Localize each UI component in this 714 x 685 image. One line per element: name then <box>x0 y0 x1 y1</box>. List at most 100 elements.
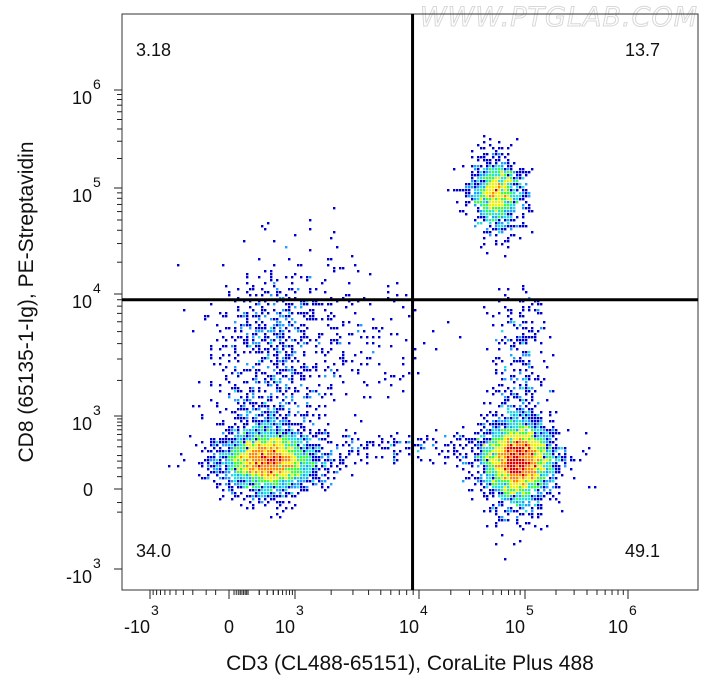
event-dot <box>291 450 294 453</box>
event-dot <box>357 447 360 450</box>
event-dot <box>228 456 231 459</box>
event-dot <box>288 309 291 312</box>
event-dot <box>252 342 255 345</box>
event-dot <box>498 189 501 192</box>
event-dot <box>324 438 327 441</box>
event-dot <box>495 225 498 228</box>
event-dot <box>216 471 219 474</box>
event-dot <box>270 396 273 399</box>
event-dot <box>276 321 279 324</box>
event-dot <box>498 426 501 429</box>
event-dot <box>456 465 459 468</box>
event-dot <box>246 333 249 336</box>
event-dot <box>318 468 321 471</box>
event-dot <box>234 357 237 360</box>
event-dot <box>528 402 531 405</box>
event-dot <box>483 486 486 489</box>
event-dot <box>240 480 243 483</box>
event-dot <box>525 498 528 501</box>
event-dot <box>483 189 486 192</box>
event-dot <box>342 351 345 354</box>
plot-frame <box>121 13 699 591</box>
event-dot <box>552 429 555 432</box>
event-dot <box>537 507 540 510</box>
event-dot <box>501 213 504 216</box>
event-dot <box>264 282 267 285</box>
y-tick-label: 10 <box>72 292 92 312</box>
event-dot <box>516 171 519 174</box>
event-dot <box>258 351 261 354</box>
event-dot <box>465 192 468 195</box>
event-dot <box>501 495 504 498</box>
event-dot <box>270 486 273 489</box>
event-dot <box>219 462 222 465</box>
event-dot <box>315 408 318 411</box>
event-dot <box>225 327 228 330</box>
event-dot <box>318 480 321 483</box>
event-dot <box>513 510 516 513</box>
event-dot <box>324 459 327 462</box>
event-dot <box>243 432 246 435</box>
event-dot <box>486 180 489 183</box>
event-dot <box>531 438 534 441</box>
event-dot <box>273 477 276 480</box>
event-dot <box>504 417 507 420</box>
event-dot <box>477 156 480 159</box>
event-dot <box>318 336 321 339</box>
event-dot <box>243 405 246 408</box>
event-dot <box>522 477 525 480</box>
event-dot <box>273 441 276 444</box>
event-dot <box>255 363 258 366</box>
event-dot <box>483 177 486 180</box>
event-dot <box>264 270 267 273</box>
event-dot <box>291 459 294 462</box>
event-dot <box>495 468 498 471</box>
event-dot <box>285 246 288 249</box>
event-dot <box>522 321 525 324</box>
event-dot <box>321 465 324 468</box>
event-dot <box>519 486 522 489</box>
event-dot <box>501 402 504 405</box>
event-dot <box>240 474 243 477</box>
event-dot <box>276 483 279 486</box>
event-dot <box>276 477 279 480</box>
event-dot <box>387 396 390 399</box>
event-dot <box>267 408 270 411</box>
event-dot <box>234 459 237 462</box>
event-dot <box>492 360 495 363</box>
event-dot <box>390 318 393 321</box>
event-dot <box>285 438 288 441</box>
event-dot <box>477 432 480 435</box>
event-dot <box>249 327 252 330</box>
event-dot <box>432 444 435 447</box>
event-dot <box>549 489 552 492</box>
event-dot <box>300 372 303 375</box>
event-dot <box>534 429 537 432</box>
event-dot <box>363 297 366 300</box>
event-dot <box>483 444 486 447</box>
event-dot <box>309 462 312 465</box>
event-dot <box>522 189 525 192</box>
event-dot <box>219 423 222 426</box>
event-dot <box>243 381 246 384</box>
event-dot <box>303 474 306 477</box>
event-dot <box>525 399 528 402</box>
event-dot <box>246 486 249 489</box>
event-dot <box>249 489 252 492</box>
event-dot <box>549 480 552 483</box>
event-dot <box>276 468 279 471</box>
event-dot <box>477 195 480 198</box>
event-dot <box>258 498 261 501</box>
event-dot <box>522 471 525 474</box>
event-dot <box>324 414 327 417</box>
event-dot <box>264 498 267 501</box>
event-dot <box>258 462 261 465</box>
event-dot <box>558 459 561 462</box>
event-dot <box>246 465 249 468</box>
event-dot <box>243 450 246 453</box>
event-dot <box>252 417 255 420</box>
event-dot <box>321 432 324 435</box>
event-dot <box>219 477 222 480</box>
event-dot <box>276 495 279 498</box>
event-dot <box>552 471 555 474</box>
